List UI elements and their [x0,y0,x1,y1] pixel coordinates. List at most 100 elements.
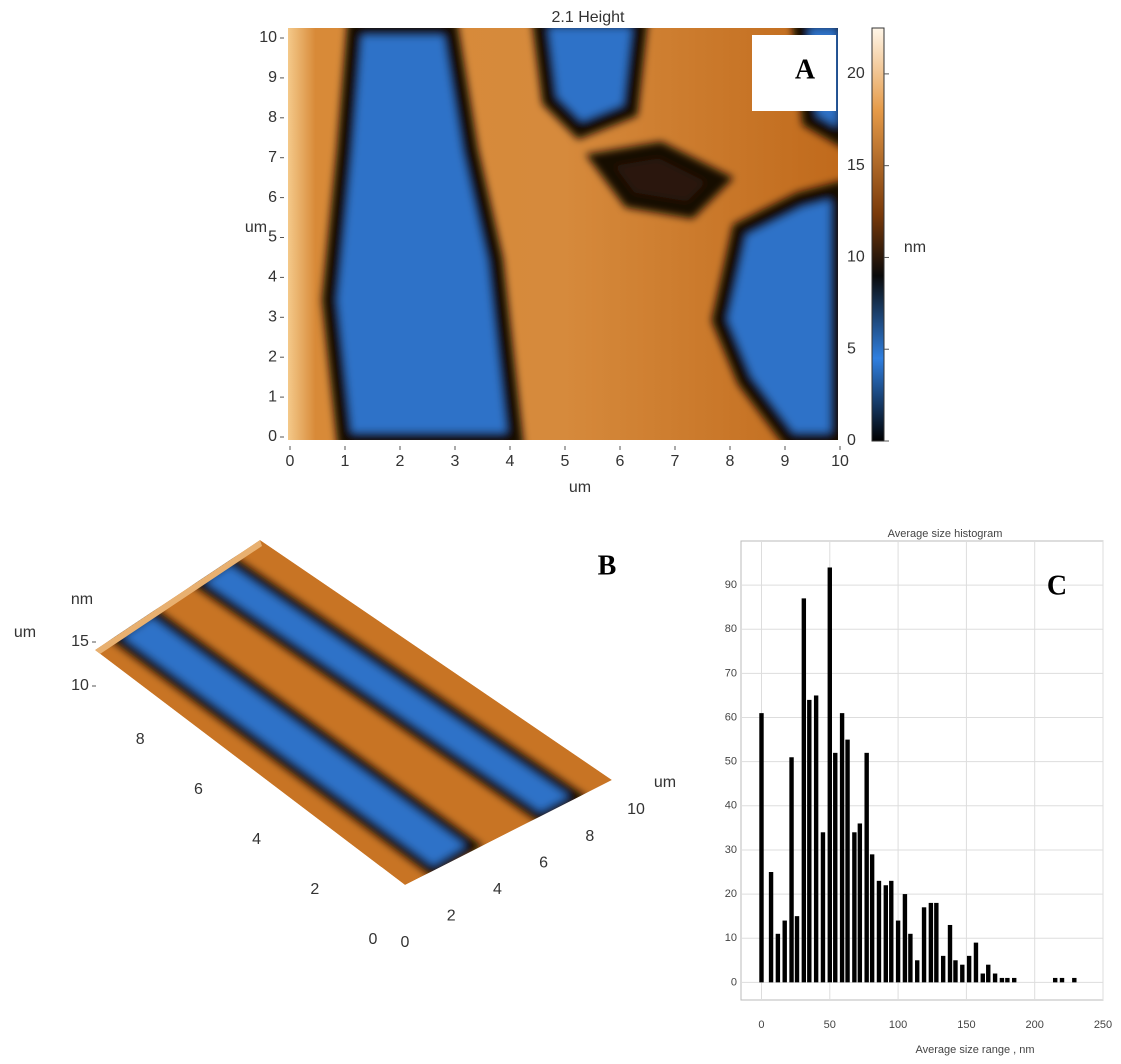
bar [1005,977,1010,983]
bar [915,960,920,983]
bar [986,964,991,983]
bar [852,832,857,983]
y-tick-label: 2 [268,348,277,365]
x-axis-label: um [654,774,676,791]
bar [857,823,863,983]
y-tick-label: 5 [268,229,277,246]
y-tick-label: 50 [725,756,737,768]
bar [789,757,794,983]
y-tick-label: 9 [268,69,277,86]
bar [973,942,979,983]
bar [820,832,826,983]
bar [869,854,875,983]
y-tick-label: 80 [725,623,737,635]
bar [1059,977,1065,983]
bar [1072,977,1077,983]
bar [999,977,1005,983]
y-tick-label: 10 [259,29,277,46]
label-box [1005,555,1090,630]
afm-3d-surface [95,540,612,885]
chart-title: Average size histogram [888,528,1003,540]
x-tick-label: 4 [493,881,502,898]
bar [864,752,869,983]
bar [876,880,882,983]
y-tick-label: 8 [136,731,145,748]
x-tick-label: 200 [1026,1019,1044,1031]
bar [895,920,901,983]
z-tick-label: 10 [71,677,89,694]
label-box [752,35,836,111]
bar [833,752,838,983]
y-axis-label: um [245,219,267,236]
chart-title: 2.1 Height [552,9,625,26]
y-tick-label: 40 [725,800,737,812]
y-tick-label: 4 [268,269,277,286]
z-tick-label: 15 [71,633,89,650]
bar [845,739,850,983]
bar [775,933,781,983]
x-tick-label: 7 [671,453,680,470]
colorbar-tick-label: 0 [847,432,856,449]
y-tick-label: 70 [725,667,737,679]
panel-label: A [795,54,816,85]
bar [1012,977,1017,983]
y-tick-label: 2 [310,881,319,898]
bar [921,907,927,983]
x-tick-label: 6 [539,854,548,871]
y-tick-label: 6 [268,189,277,206]
x-tick-label: 2 [396,453,405,470]
bar [953,960,958,983]
bar [980,973,985,983]
bar [813,695,819,983]
panel-label: B [598,550,617,581]
x-tick-label: 10 [831,453,849,470]
bar [782,920,787,983]
bar [759,713,764,983]
x-tick-label: 4 [506,453,515,470]
bar [947,924,953,983]
panel-label: C [1047,570,1067,601]
y-tick-label: 20 [725,888,737,900]
x-tick-label: 0 [286,453,295,470]
y-tick-label: 8 [268,109,277,126]
bar [902,894,908,983]
y-tick-label: 4 [252,831,261,848]
x-tick-label: 0 [758,1019,764,1031]
x-tick-label: 8 [726,453,735,470]
x-tick-label: 150 [957,1019,975,1031]
y-tick-label: 10 [725,932,737,944]
x-tick-label: 10 [627,801,645,818]
bar [883,885,888,983]
bar [889,880,894,983]
x-tick-label: 250 [1094,1019,1112,1031]
bar [1052,977,1058,983]
bar [966,955,972,983]
y-tick-label: 6 [194,781,203,798]
y-tick-label: 0 [268,428,277,445]
bar [839,713,845,983]
bar [827,567,832,983]
y-tick-label: 60 [725,711,737,723]
colorbar-tick-label: 20 [847,65,865,82]
bar [934,902,939,983]
bar [908,933,913,983]
x-axis-label: Average size range , nm [915,1044,1034,1056]
y-tick-label: 1 [268,388,277,405]
colorbar-tick-label: 10 [847,249,865,266]
x-tick-label: 1 [341,453,350,470]
y-tick-label: 0 [369,931,378,948]
colorbar-label: nm [904,239,926,256]
z-axis-label: nm [71,591,93,608]
y-tick-label: 0 [731,976,737,988]
y-tick-label: 3 [268,309,277,326]
x-tick-label: 8 [585,828,594,845]
colorbar-tick-label: 15 [847,157,865,174]
bar [801,598,807,983]
colorbar [871,27,885,442]
y-tick-label: 7 [268,149,277,166]
x-tick-label: 6 [616,453,625,470]
x-tick-label: 5 [561,453,570,470]
x-tick-label: 50 [824,1019,836,1031]
bar [928,902,934,983]
